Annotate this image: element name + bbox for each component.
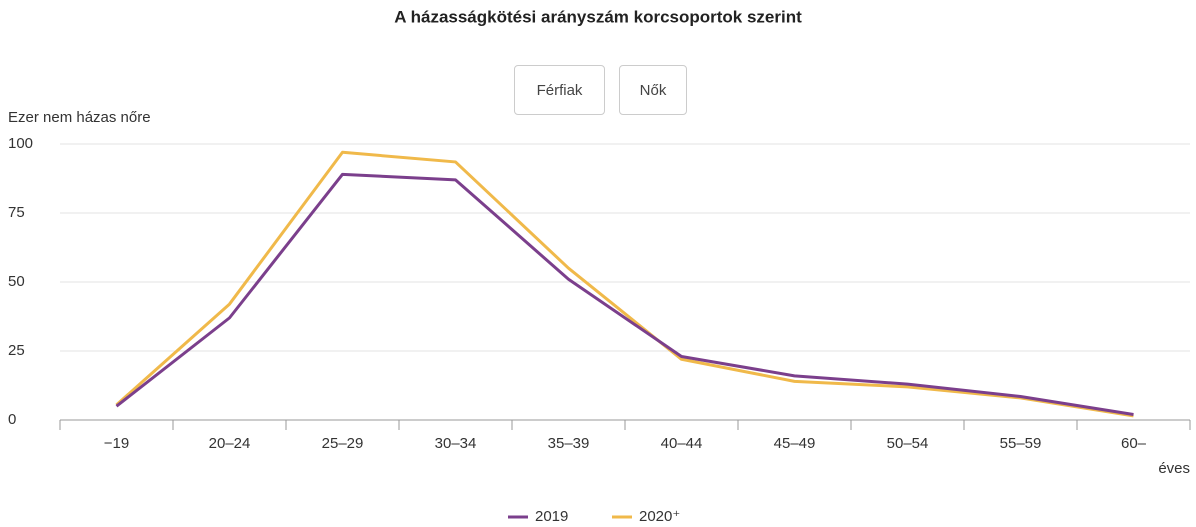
button[interactable]: Férfiak [514,65,605,115]
button[interactable]: Nők [619,65,687,115]
x-tick-label: 55–59 [1000,435,1042,452]
x-axis-label: éves [1158,460,1190,477]
y-axis-label: Ezer nem házas nőre [8,109,151,126]
x-tick-label: 30–34 [435,435,477,452]
x-tick-label: 25–29 [322,435,364,452]
y-tick-label: 75 [8,204,25,221]
y-tick-label: 100 [8,135,33,152]
x-tick-label: 50–54 [887,435,929,452]
y-tick-label: 50 [8,273,25,290]
line [115,172,1134,416]
x-tick-label: 60– [1121,435,1147,452]
chart-title: A házasságkötési arányszám korcsoportok … [394,7,802,26]
x-tick-label: 40–44 [661,435,703,452]
x-tick-label: 35–39 [548,435,590,452]
y-tick-label: 25 [8,342,25,359]
line [115,150,1134,418]
legend-label: 2020⁺ [639,508,680,525]
x-tick-label: 45–49 [774,435,816,452]
x-tick-label: 20–24 [209,435,251,452]
y-tick-label: 0 [8,411,16,428]
x-tick-label: −19 [104,435,129,452]
legend-label: 2019 [535,508,568,525]
